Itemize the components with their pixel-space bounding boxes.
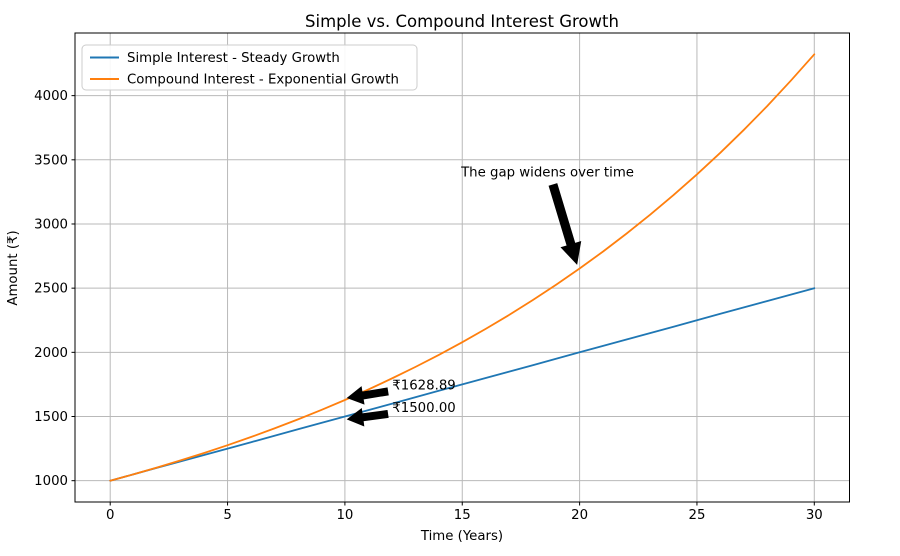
legend-box (81, 44, 418, 91)
y-axis-label: Amount (₹) (6, 230, 21, 305)
annotation-arrow-0 (548, 183, 582, 265)
y-tick-label: 4000 (34, 89, 68, 104)
x-axis-label: Time (Years) (420, 529, 503, 544)
plot-area: 0 5 10 15 20 25 30 1000 1500 2000 2500 3000 3500 4000… (34, 32, 850, 523)
y-tick-label: 3500 (34, 153, 68, 168)
y-tick-label: 1500 (34, 410, 68, 425)
annotation-text-1: ₹1628.89 (392, 379, 455, 394)
x-tick-label: 30 (806, 508, 823, 523)
legend-label-0: Simple Interest - Steady Growth (127, 51, 340, 66)
legend-label-1: Compound Interest - Exponential Growth (127, 73, 399, 88)
annotation-text-2: ₹1500.00 (392, 401, 455, 416)
annotation-arrow-1 (346, 386, 389, 405)
chart-title: Simple vs. Compound Interest Growth (305, 12, 619, 31)
y-tick-label: 2000 (34, 346, 68, 361)
annotation-arrow-2 (346, 407, 389, 427)
y-tick-label: 3000 (34, 217, 68, 232)
x-tick-label: 0 (106, 508, 114, 523)
x-tick-label: 15 (454, 508, 471, 523)
series-line-0 (109, 287, 816, 482)
series-line-1 (109, 53, 816, 482)
y-tick-label: 2500 (34, 282, 68, 297)
y-tick-label: 1000 (34, 474, 68, 489)
x-tick-label: 20 (571, 508, 588, 523)
x-tick-label: 5 (223, 508, 231, 523)
x-tick-label: 25 (688, 508, 705, 523)
x-tick-label: 10 (336, 508, 353, 523)
annotation-text-0: The gap widens over time (460, 165, 634, 180)
